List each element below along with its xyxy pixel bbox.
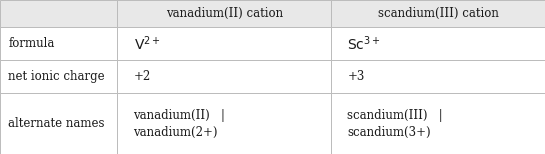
Text: net ionic charge: net ionic charge	[8, 70, 105, 83]
Text: $\mathsf{Sc}^{3+}$: $\mathsf{Sc}^{3+}$	[348, 34, 381, 53]
Text: $\mathsf{V}^{2+}$: $\mathsf{V}^{2+}$	[134, 34, 160, 53]
Text: scandium(3+): scandium(3+)	[348, 126, 431, 139]
Text: vanadium(2+): vanadium(2+)	[134, 126, 218, 139]
Text: scandium(III) cation: scandium(III) cation	[378, 7, 499, 20]
Bar	[331, 27, 545, 60]
Bar	[117, 93, 331, 154]
Bar	[117, 0, 331, 27]
Bar	[331, 60, 545, 93]
Text: scandium(III)   |: scandium(III) |	[348, 109, 443, 122]
Text: alternate names: alternate names	[8, 117, 105, 130]
Text: formula: formula	[8, 37, 54, 50]
Text: +2: +2	[134, 70, 151, 83]
Bar	[117, 27, 331, 60]
Bar	[331, 0, 545, 27]
Bar	[0, 60, 117, 93]
Bar	[331, 93, 545, 154]
Text: vanadium(II)   |: vanadium(II) |	[134, 109, 226, 122]
Text: +3: +3	[348, 70, 365, 83]
Bar	[0, 27, 117, 60]
Bar	[117, 60, 331, 93]
Bar	[0, 0, 117, 27]
Text: vanadium(II) cation: vanadium(II) cation	[166, 7, 283, 20]
Bar	[0, 93, 117, 154]
